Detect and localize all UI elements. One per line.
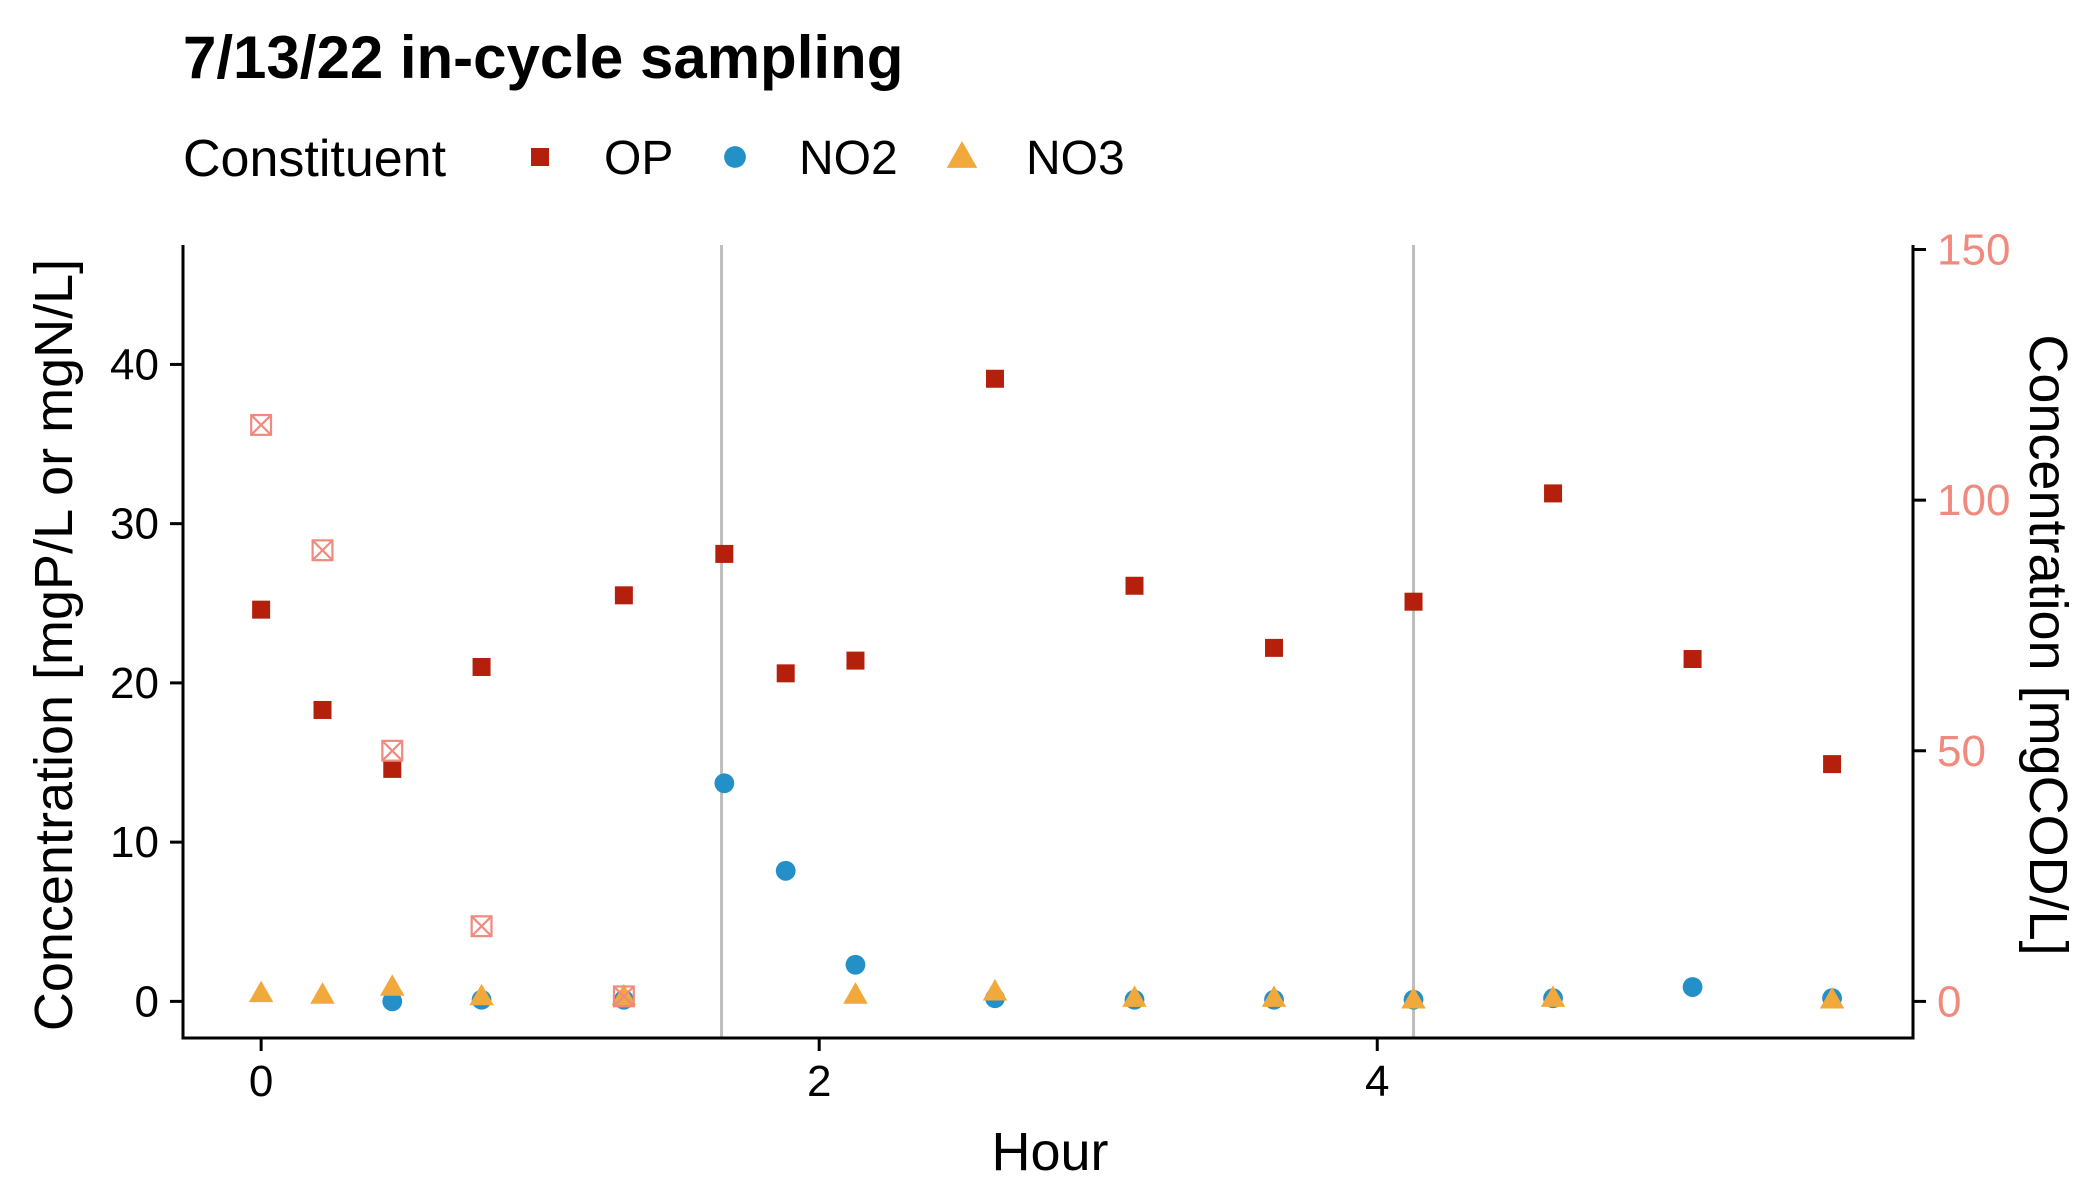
data-points (248, 369, 1845, 1012)
legend-entry-no2: NO2 (724, 132, 898, 185)
legend-marker (531, 148, 549, 166)
data-point (1823, 755, 1842, 774)
data-point (382, 991, 403, 1012)
y-tick-label: 30 (110, 500, 159, 549)
legend-title: Constituent (183, 130, 447, 188)
data-point (1125, 576, 1144, 595)
y2-tick-label: 0 (1937, 977, 1961, 1026)
data-point (1122, 985, 1147, 1007)
data-point (1683, 650, 1702, 669)
data-point (1261, 985, 1287, 1007)
series-secondary (250, 413, 635, 1008)
data-point (469, 983, 494, 1006)
data-point (248, 980, 274, 1003)
data-point (843, 982, 868, 1004)
legend-label: NO3 (1026, 132, 1125, 185)
data-point (1265, 638, 1284, 657)
y2-axis-title: Concentration [mgCOD/L] (2018, 334, 2078, 955)
data-point (985, 369, 1004, 388)
y2-tick-label: 50 (1937, 727, 1986, 776)
data-point (1819, 986, 1845, 1009)
data-point (380, 974, 405, 996)
data-point (1540, 985, 1566, 1007)
data-point (775, 860, 796, 881)
x-axis-title: Hour (991, 1122, 1108, 1182)
data-point (381, 739, 404, 762)
data-point (310, 982, 335, 1004)
x-tick-label: 2 (807, 1057, 831, 1106)
data-point (472, 657, 491, 676)
legend-entry-op: OP (531, 132, 673, 185)
y-tick-label: 20 (110, 659, 159, 708)
y2-tick-label: 100 (1937, 476, 2010, 525)
y-tick-label: 0 (135, 977, 159, 1026)
series-no2 (382, 773, 1842, 1012)
legend-entry-no3: NO3 (946, 132, 1125, 185)
data-point (1544, 484, 1563, 503)
data-point (846, 651, 865, 670)
data-point (313, 700, 332, 719)
legend-marker (724, 146, 746, 168)
data-point (1682, 977, 1703, 997)
data-point (250, 413, 273, 436)
data-point (612, 985, 635, 1008)
data-point (982, 978, 1008, 1001)
data-point (470, 915, 493, 938)
series-op (252, 369, 1842, 778)
data-point (845, 954, 866, 975)
legend-entries: OP NO2 NO3 (531, 132, 1125, 185)
series-no3 (248, 974, 1845, 1009)
data-point (311, 539, 334, 562)
data-point (383, 759, 402, 778)
x-tick-label: 4 (1365, 1057, 1389, 1106)
data-point (1401, 986, 1426, 1009)
data-point (252, 600, 271, 619)
chart-title: 7/13/22 in-cycle sampling (183, 24, 903, 91)
data-point (715, 544, 734, 563)
y-axis-title: Concentration [mgP/L or mgN/L] (24, 259, 84, 1031)
data-point (1404, 592, 1423, 611)
data-point (776, 664, 795, 683)
y2-tick-label: 150 (1937, 226, 2010, 275)
x-tick-label: 0 (249, 1057, 273, 1106)
reference-lines (720, 245, 1416, 1038)
legend-marker (946, 140, 978, 168)
data-point (614, 586, 633, 605)
y-tick-label: 40 (110, 340, 159, 389)
legend-label: NO2 (799, 132, 898, 185)
data-point (714, 773, 735, 794)
data-point (611, 983, 637, 1006)
legend: Constituent OP NO2 NO3 (183, 130, 1125, 188)
y-tick-label: 10 (110, 818, 159, 867)
legend-label: OP (604, 132, 673, 185)
